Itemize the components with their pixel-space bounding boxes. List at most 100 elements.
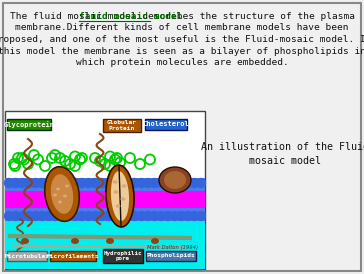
Circle shape xyxy=(130,212,139,221)
Bar xyxy=(146,251,196,261)
Text: Mark Dalton (1994): Mark Dalton (1994) xyxy=(147,244,198,250)
Circle shape xyxy=(84,178,93,187)
Text: Phospholipids: Phospholipids xyxy=(147,253,195,258)
Circle shape xyxy=(124,178,132,187)
Circle shape xyxy=(4,212,13,221)
Ellipse shape xyxy=(106,165,134,227)
Ellipse shape xyxy=(21,238,29,244)
Circle shape xyxy=(58,212,67,221)
Circle shape xyxy=(91,212,100,221)
Circle shape xyxy=(64,178,73,187)
Text: Glycoprotein: Glycoprotein xyxy=(4,121,55,128)
Circle shape xyxy=(104,178,113,187)
Circle shape xyxy=(197,178,206,187)
Bar xyxy=(7,251,47,261)
Circle shape xyxy=(137,178,146,187)
Circle shape xyxy=(77,212,86,221)
Ellipse shape xyxy=(53,193,57,196)
Circle shape xyxy=(157,212,166,221)
Circle shape xyxy=(37,212,47,221)
Ellipse shape xyxy=(122,184,127,188)
Circle shape xyxy=(18,212,27,221)
Circle shape xyxy=(163,212,173,221)
Ellipse shape xyxy=(51,174,73,214)
Circle shape xyxy=(44,212,53,221)
Circle shape xyxy=(150,178,159,187)
Bar xyxy=(5,221,205,269)
Circle shape xyxy=(130,178,139,187)
Bar xyxy=(5,191,205,208)
Ellipse shape xyxy=(71,238,79,244)
Bar xyxy=(5,111,205,269)
Circle shape xyxy=(177,178,186,187)
Ellipse shape xyxy=(45,167,79,221)
Circle shape xyxy=(117,178,126,187)
Ellipse shape xyxy=(120,197,126,201)
Circle shape xyxy=(137,212,146,221)
Circle shape xyxy=(58,178,67,187)
Text: The fluid mosaic model describes the structure of the plasma: The fluid mosaic model describes the str… xyxy=(9,12,355,21)
Ellipse shape xyxy=(114,190,119,194)
Ellipse shape xyxy=(58,201,62,204)
Ellipse shape xyxy=(112,180,118,184)
Bar xyxy=(145,119,187,130)
Ellipse shape xyxy=(111,171,129,221)
Circle shape xyxy=(77,178,86,187)
Ellipse shape xyxy=(115,204,120,208)
Ellipse shape xyxy=(65,184,69,187)
Circle shape xyxy=(37,178,47,187)
Text: membrane.Different kinds of cell membrane models have been: membrane.Different kinds of cell membran… xyxy=(15,24,349,33)
Circle shape xyxy=(163,178,173,187)
Text: which protein molecules are embedded.: which protein molecules are embedded. xyxy=(76,58,288,67)
Circle shape xyxy=(31,178,40,187)
Text: proposed, and one of the most useful is the Fluid-mosaic model. In: proposed, and one of the most useful is … xyxy=(0,35,364,44)
Circle shape xyxy=(11,212,20,221)
Ellipse shape xyxy=(159,167,191,193)
Circle shape xyxy=(24,212,33,221)
Circle shape xyxy=(117,212,126,221)
Ellipse shape xyxy=(164,171,186,189)
Ellipse shape xyxy=(56,187,60,190)
Bar xyxy=(7,119,51,130)
Text: Microtubules: Microtubules xyxy=(4,253,50,258)
Circle shape xyxy=(31,212,40,221)
Circle shape xyxy=(4,178,13,187)
Circle shape xyxy=(104,212,113,221)
Circle shape xyxy=(97,178,106,187)
Text: this model the membrane is seen as a bilayer of phospholipids in: this model the membrane is seen as a bil… xyxy=(0,47,364,56)
Circle shape xyxy=(143,212,153,221)
Circle shape xyxy=(197,212,206,221)
Circle shape xyxy=(110,212,119,221)
Circle shape xyxy=(11,178,20,187)
Circle shape xyxy=(157,178,166,187)
Ellipse shape xyxy=(151,238,159,244)
Circle shape xyxy=(183,212,192,221)
Circle shape xyxy=(71,178,80,187)
Circle shape xyxy=(51,212,60,221)
Circle shape xyxy=(183,178,192,187)
Circle shape xyxy=(177,212,186,221)
Circle shape xyxy=(97,212,106,221)
Ellipse shape xyxy=(106,238,114,244)
Text: Microfilaments: Microfilaments xyxy=(47,253,99,258)
Bar xyxy=(5,208,205,221)
Circle shape xyxy=(190,212,199,221)
Bar xyxy=(103,249,143,263)
Bar xyxy=(5,178,205,191)
Circle shape xyxy=(84,212,93,221)
Circle shape xyxy=(91,178,100,187)
Circle shape xyxy=(150,212,159,221)
Circle shape xyxy=(170,178,179,187)
Circle shape xyxy=(18,178,27,187)
Circle shape xyxy=(44,178,53,187)
Circle shape xyxy=(190,178,199,187)
Text: The fluid mosaic model describes the structure of the plasma: The fluid mosaic model describes the str… xyxy=(9,12,355,21)
Text: Hydrophilic
pore: Hydrophilic pore xyxy=(104,251,142,261)
Text: Globular
Protein: Globular Protein xyxy=(107,120,137,131)
Text: An illustration of the Fluid
mosaic model: An illustration of the Fluid mosaic mode… xyxy=(201,142,364,166)
Circle shape xyxy=(64,212,73,221)
Circle shape xyxy=(51,178,60,187)
Bar xyxy=(103,119,141,132)
Circle shape xyxy=(71,212,80,221)
Circle shape xyxy=(110,178,119,187)
